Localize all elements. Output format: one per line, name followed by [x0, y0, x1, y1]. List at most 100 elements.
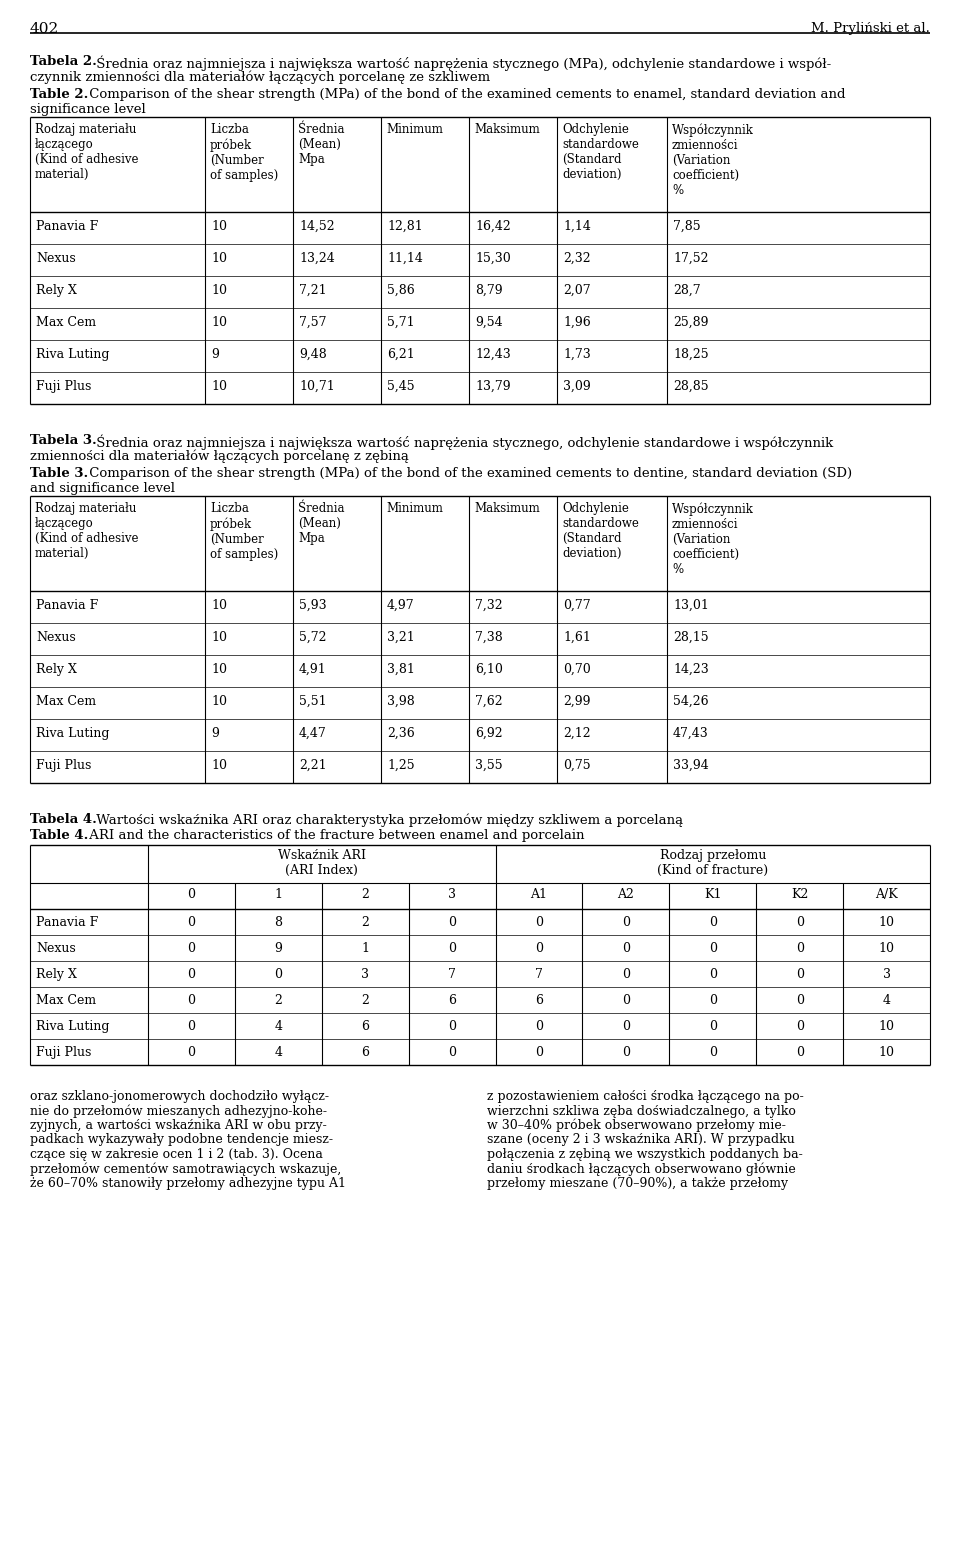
Text: Riva Luting: Riva Luting — [36, 727, 109, 740]
Text: Rodzaj przełomu
(Kind of fracture): Rodzaj przełomu (Kind of fracture) — [658, 849, 768, 877]
Text: 0: 0 — [448, 1019, 456, 1033]
Text: Średnia
(Mean)
Mpa: Średnia (Mean) Mpa — [298, 123, 345, 165]
Text: 10: 10 — [878, 916, 895, 929]
Text: 0: 0 — [187, 888, 196, 901]
Text: 7,85: 7,85 — [673, 220, 701, 233]
Text: 7,62: 7,62 — [475, 695, 503, 709]
Text: padkach wykazywały podobne tendencje miesz-: padkach wykazywały podobne tendencje mie… — [30, 1133, 333, 1146]
Text: 0: 0 — [708, 916, 717, 929]
Text: 5,45: 5,45 — [387, 379, 415, 393]
Text: 0: 0 — [796, 1046, 804, 1058]
Text: Współczynnik
zmienności
(Variation
coefficient)
%: Współczynnik zmienności (Variation coeff… — [672, 123, 754, 197]
Text: 13,01: 13,01 — [673, 599, 708, 612]
Text: 9: 9 — [275, 941, 282, 955]
Text: 10: 10 — [211, 379, 227, 393]
Text: 0: 0 — [187, 1046, 196, 1058]
Text: Współczynnik
zmienności
(Variation
coefficient)
%: Współczynnik zmienności (Variation coeff… — [672, 503, 754, 576]
Text: 13,79: 13,79 — [475, 379, 511, 393]
Text: 0: 0 — [622, 941, 630, 955]
Text: 0: 0 — [187, 916, 196, 929]
Text: 2,36: 2,36 — [387, 727, 415, 740]
Text: 7,38: 7,38 — [475, 631, 503, 645]
Text: 0: 0 — [535, 941, 543, 955]
Text: 3: 3 — [882, 968, 891, 980]
Text: 15,30: 15,30 — [475, 251, 511, 265]
Text: 2: 2 — [361, 888, 370, 901]
Text: 7,32: 7,32 — [475, 599, 503, 612]
Text: nie do przełomów mieszanych adhezyjno-kohe-: nie do przełomów mieszanych adhezyjno-ko… — [30, 1105, 327, 1118]
Text: zmienności dla materiałów łączących porcelanę z zębiną: zmienności dla materiałów łączących porc… — [30, 450, 409, 462]
Text: Max Cem: Max Cem — [36, 994, 96, 1007]
Text: Minimum: Minimum — [386, 123, 443, 136]
Text: Rely X: Rely X — [36, 968, 77, 980]
Text: 33,94: 33,94 — [673, 759, 708, 773]
Text: 54,26: 54,26 — [673, 695, 708, 709]
Text: significance level: significance level — [30, 103, 146, 116]
Text: 28,7: 28,7 — [673, 284, 701, 297]
Text: 0,70: 0,70 — [563, 663, 590, 676]
Text: 0: 0 — [535, 1019, 543, 1033]
Text: 8: 8 — [275, 916, 282, 929]
Text: Panavia F: Panavia F — [36, 599, 98, 612]
Text: 10: 10 — [211, 599, 227, 612]
Text: 7: 7 — [448, 968, 456, 980]
Text: Tabela 3.: Tabela 3. — [30, 434, 97, 446]
Text: 10: 10 — [211, 220, 227, 233]
Text: 3: 3 — [361, 968, 370, 980]
Text: 4: 4 — [882, 994, 891, 1007]
Text: Table 4.: Table 4. — [30, 829, 88, 841]
Text: Nexus: Nexus — [36, 251, 76, 265]
Text: 25,89: 25,89 — [673, 315, 708, 329]
Text: 10: 10 — [878, 1046, 895, 1058]
Text: 17,52: 17,52 — [673, 251, 708, 265]
Text: że 60–70% stanowiły przełomy adhezyjne typu A1: że 60–70% stanowiły przełomy adhezyjne t… — [30, 1177, 346, 1189]
Text: 13,24: 13,24 — [299, 251, 335, 265]
Text: Rely X: Rely X — [36, 284, 77, 297]
Text: A/K: A/K — [876, 888, 898, 901]
Text: 2,12: 2,12 — [563, 727, 590, 740]
Text: 402: 402 — [30, 22, 60, 36]
Text: Comparison of the shear strength (MPa) of the bond of the examined cements to en: Comparison of the shear strength (MPa) o… — [85, 87, 846, 101]
Text: 0: 0 — [708, 994, 717, 1007]
Text: Riva Luting: Riva Luting — [36, 348, 109, 361]
Text: 1: 1 — [275, 888, 282, 901]
Text: połączenia z zębiną we wszystkich poddanych ba-: połączenia z zębiną we wszystkich poddan… — [487, 1147, 803, 1161]
Text: Tabela 2.: Tabela 2. — [30, 55, 97, 69]
Text: 0: 0 — [708, 968, 717, 980]
Text: 5,71: 5,71 — [387, 315, 415, 329]
Text: 6,92: 6,92 — [475, 727, 503, 740]
Text: 4: 4 — [275, 1046, 282, 1058]
Text: Nexus: Nexus — [36, 631, 76, 645]
Text: 10,71: 10,71 — [299, 379, 335, 393]
Text: 7,57: 7,57 — [299, 315, 326, 329]
Text: 2: 2 — [275, 994, 282, 1007]
Text: Fuji Plus: Fuji Plus — [36, 759, 91, 773]
Text: Minimum: Minimum — [386, 503, 443, 515]
Text: czynnik zmienności dla materiałów łączących porcelanę ze szkliwem: czynnik zmienności dla materiałów łącząc… — [30, 70, 491, 83]
Text: 3,09: 3,09 — [563, 379, 590, 393]
Text: zyjnych, a wartości wskaźnika ARI w obu przy-: zyjnych, a wartości wskaźnika ARI w obu … — [30, 1119, 326, 1132]
Text: 3,21: 3,21 — [387, 631, 415, 645]
Text: and significance level: and significance level — [30, 482, 175, 495]
Text: 0: 0 — [708, 941, 717, 955]
Text: w 30–40% próbek obserwowano przełomy mie-: w 30–40% próbek obserwowano przełomy mie… — [487, 1119, 786, 1132]
Text: Maksimum: Maksimum — [474, 503, 540, 515]
Text: Max Cem: Max Cem — [36, 695, 96, 709]
Text: 9: 9 — [211, 348, 219, 361]
Text: 0: 0 — [708, 1019, 717, 1033]
Text: Fuji Plus: Fuji Plus — [36, 379, 91, 393]
Text: 0: 0 — [275, 968, 282, 980]
Text: 9: 9 — [211, 727, 219, 740]
Text: 0: 0 — [448, 1046, 456, 1058]
Text: M. Pryliński et al.: M. Pryliński et al. — [811, 22, 930, 34]
Text: 10: 10 — [211, 631, 227, 645]
Text: 6: 6 — [361, 1019, 370, 1033]
Text: 9,54: 9,54 — [475, 315, 503, 329]
Text: 2: 2 — [361, 916, 370, 929]
Text: 0,75: 0,75 — [563, 759, 590, 773]
Text: 0: 0 — [535, 1046, 543, 1058]
Text: Fuji Plus: Fuji Plus — [36, 1046, 91, 1058]
Text: przełomów cementów samotrawiących wskazuje,: przełomów cementów samotrawiących wskazu… — [30, 1163, 341, 1175]
Text: 12,81: 12,81 — [387, 220, 422, 233]
Text: Table 2.: Table 2. — [30, 87, 88, 101]
